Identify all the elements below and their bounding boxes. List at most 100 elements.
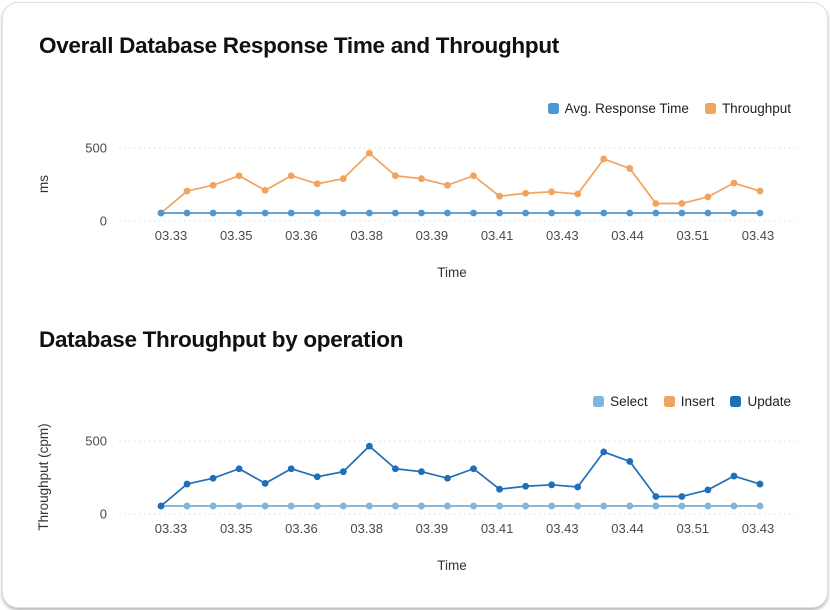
data-point[interactable] (418, 175, 425, 183)
data-point[interactable] (261, 479, 269, 487)
data-point[interactable] (235, 172, 243, 180)
data-point[interactable] (678, 200, 686, 207)
data-point[interactable] (600, 502, 608, 510)
data-point[interactable] (574, 209, 582, 217)
data-point[interactable] (339, 175, 347, 183)
data-point[interactable] (574, 502, 582, 510)
data-point[interactable] (678, 209, 686, 217)
data-point[interactable] (574, 190, 582, 198)
data-point[interactable] (756, 502, 764, 510)
data-point[interactable] (652, 209, 660, 217)
data-point[interactable] (444, 502, 451, 510)
data-point[interactable] (756, 480, 764, 488)
data-point[interactable] (496, 192, 503, 200)
data-point[interactable] (470, 502, 477, 510)
data-point[interactable] (496, 209, 503, 217)
data-point[interactable] (522, 209, 530, 217)
data-point[interactable] (600, 155, 608, 163)
data-point[interactable] (209, 502, 217, 510)
data-point[interactable] (339, 502, 347, 510)
data-point[interactable] (704, 209, 712, 217)
data-point[interactable] (704, 502, 712, 510)
data-point[interactable] (730, 179, 738, 187)
data-point[interactable] (391, 209, 399, 217)
data-point[interactable] (287, 209, 295, 217)
data-point[interactable] (313, 473, 321, 481)
legend-item-throughput[interactable]: Throughput (704, 101, 791, 116)
data-point[interactable] (678, 502, 686, 510)
data-point[interactable] (418, 209, 425, 217)
data-point[interactable] (470, 172, 477, 180)
data-point[interactable] (522, 189, 530, 197)
data-point[interactable] (730, 209, 738, 217)
data-point[interactable] (600, 448, 608, 456)
data-point[interactable] (209, 474, 217, 482)
data-point[interactable] (183, 480, 191, 488)
data-point[interactable] (548, 209, 556, 217)
data-point[interactable] (626, 502, 634, 510)
data-point[interactable] (626, 165, 634, 172)
data-point[interactable] (391, 502, 399, 510)
data-point[interactable] (678, 493, 686, 500)
data-point[interactable] (652, 493, 660, 500)
data-point[interactable] (600, 209, 608, 217)
data-point[interactable] (209, 209, 217, 217)
data-point[interactable] (548, 481, 556, 489)
data-point[interactable] (652, 502, 660, 510)
data-point[interactable] (365, 209, 373, 217)
legend-item-update[interactable]: Update (730, 394, 791, 409)
data-point[interactable] (730, 472, 738, 480)
data-point[interactable] (313, 180, 321, 188)
data-point[interactable] (418, 502, 425, 510)
data-point[interactable] (365, 442, 373, 450)
data-point[interactable] (548, 188, 556, 196)
data-point[interactable] (235, 209, 243, 217)
data-point[interactable] (365, 149, 373, 157)
data-point[interactable] (261, 186, 269, 194)
data-point[interactable] (470, 465, 477, 473)
data-point[interactable] (470, 209, 477, 217)
data-point[interactable] (287, 172, 295, 180)
legend-item-insert[interactable]: Insert (663, 394, 714, 409)
data-point[interactable] (444, 209, 451, 217)
data-point[interactable] (652, 200, 660, 207)
data-point[interactable] (574, 483, 582, 491)
data-point[interactable] (522, 502, 530, 510)
data-point[interactable] (183, 187, 191, 195)
data-point[interactable] (756, 187, 764, 195)
data-point[interactable] (339, 468, 347, 476)
data-point[interactable] (730, 502, 738, 510)
data-point[interactable] (626, 458, 634, 465)
data-point[interactable] (704, 486, 712, 494)
data-point[interactable] (209, 181, 217, 189)
legend-item-select[interactable]: Select (593, 394, 648, 409)
data-point[interactable] (235, 502, 243, 510)
data-point[interactable] (756, 209, 764, 217)
data-point[interactable] (496, 502, 503, 510)
legend-swatch-update (730, 396, 742, 407)
data-point[interactable] (704, 193, 712, 201)
data-point[interactable] (339, 209, 347, 217)
legend-item-avg-response-time[interactable]: Avg. Response Time (547, 101, 689, 116)
data-point[interactable] (391, 172, 399, 180)
data-point[interactable] (391, 465, 399, 473)
data-point[interactable] (183, 502, 191, 510)
data-point[interactable] (313, 209, 321, 217)
data-point[interactable] (548, 502, 556, 510)
data-point[interactable] (626, 209, 634, 217)
data-point[interactable] (444, 474, 451, 482)
data-point[interactable] (157, 502, 165, 510)
data-point[interactable] (444, 181, 451, 189)
data-point[interactable] (183, 209, 191, 217)
data-point[interactable] (522, 482, 530, 490)
data-point[interactable] (496, 485, 503, 493)
data-point[interactable] (261, 502, 269, 510)
data-point[interactable] (157, 209, 165, 217)
data-point[interactable] (365, 502, 373, 510)
data-point[interactable] (261, 209, 269, 217)
data-point[interactable] (287, 502, 295, 510)
data-point[interactable] (235, 465, 243, 473)
data-point[interactable] (313, 502, 321, 510)
data-point[interactable] (418, 468, 425, 476)
data-point[interactable] (287, 465, 295, 473)
